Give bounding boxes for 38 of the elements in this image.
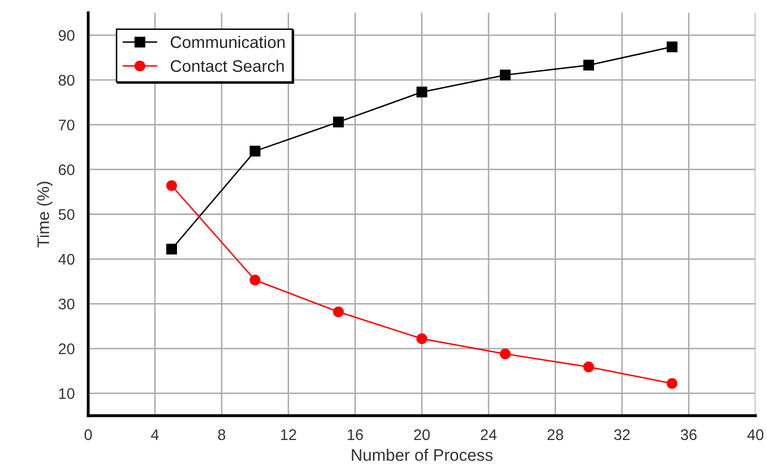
y-tick-label: 40 [58,254,74,265]
point [416,333,428,344]
y-tick-label: 30 [58,298,74,310]
x-tick-label: 16 [348,429,363,440]
x-tick-label: 24 [480,429,497,440]
point [250,146,260,157]
y-tick-label: 70 [58,120,74,130]
x-tick-label: 36 [680,429,697,440]
y-tick-label: 10 [59,388,74,399]
point [666,41,678,52]
point [250,274,260,286]
y-tick-label: 20 [58,343,74,354]
point [500,70,511,80]
x-tick-label: 12 [281,429,296,440]
x-axis-title: Number of Process [352,448,493,461]
y-tick-label: 80 [58,74,74,86]
point [500,348,511,360]
x-tick-label: 40 [747,429,764,440]
point [583,60,594,71]
point [666,378,678,389]
x-tick-label: 0 [84,429,92,440]
y-axis-title: Time (%) [36,182,52,248]
x-tick-label: 20 [414,429,430,440]
y-tick-label: 50 [58,209,74,220]
point [416,86,428,98]
legend-label: Communication [170,36,285,48]
point [166,244,177,255]
point [166,180,177,191]
x-tick-label: 32 [614,429,630,440]
y-tick-label: 60 [58,164,74,176]
x-tick-label: 28 [548,429,564,440]
point [333,116,344,128]
point [583,362,594,372]
legend-label: Contact Search [170,60,284,72]
x-tick-label: 4 [151,429,159,440]
y-tick-label: 90 [58,30,74,41]
x-tick-label: 8 [218,429,226,440]
point [333,306,344,318]
